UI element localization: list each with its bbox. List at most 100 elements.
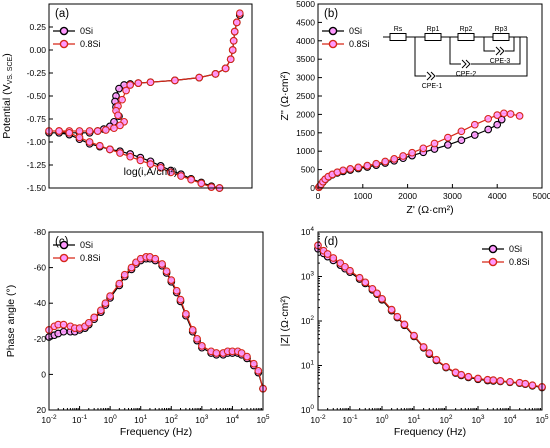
data-point-s8 — [506, 110, 515, 118]
panel-d: 100 101 102 103 104 10-2 10-1 100 101 102 103 104 10… — [279, 226, 549, 438]
resistor-Rp3 — [492, 33, 510, 41]
data-point-s8 — [187, 175, 195, 184]
y-axis-label: Potential (VVS. SCE) — [1, 53, 14, 138]
data-point-s8 — [101, 126, 110, 134]
cpe-symbol-2 — [461, 59, 471, 69]
data-point-s8 — [515, 112, 524, 120]
data-point-s8 — [166, 168, 175, 177]
panel-a: -1.50 -1.25 -1.00 -0.75 -0.50 -0.25 0.00 0.25 (a… — [1, 3, 253, 193]
data-point-s8 — [176, 295, 185, 304]
data-point-s8 — [393, 312, 402, 321]
y-tick-label: 2000 — [296, 109, 315, 119]
data-point-s8 — [400, 320, 409, 329]
y-tick-label: 103 — [301, 271, 314, 282]
resistor-Rs — [389, 33, 407, 41]
data-point-s8 — [116, 149, 124, 157]
data-point-s0 — [115, 84, 123, 93]
data-point-s8 — [114, 111, 122, 120]
data-point-s8 — [341, 262, 349, 271]
data-point-s8 — [354, 163, 363, 172]
legend-label-s8: 0.8Si — [80, 39, 101, 49]
x-tick-label: 10-1 — [342, 414, 358, 425]
data-point-s8 — [106, 292, 114, 300]
data-point-s8 — [146, 78, 155, 87]
data-point-s8 — [419, 144, 428, 153]
data-point-s8 — [372, 159, 381, 168]
plot-frame — [48, 231, 264, 411]
y-tick-label: 2500 — [296, 91, 315, 101]
legend-marker-s8 — [328, 39, 338, 49]
data-point-s8 — [146, 160, 155, 168]
data-point-s8 — [134, 79, 143, 87]
legend-marker-s0 — [59, 240, 69, 250]
y-tick-label: 104 — [301, 226, 314, 237]
data-point-s8 — [228, 46, 237, 54]
data-point-s8 — [162, 267, 171, 276]
x-tick-label: 10-1 — [72, 414, 88, 425]
data-point-s8 — [151, 254, 160, 263]
data-point-s8 — [229, 36, 238, 45]
legend-label-s8: 0.8Si — [80, 253, 101, 263]
data-point-s0 — [457, 136, 466, 145]
data-point-s8 — [235, 9, 244, 18]
data-point-s8 — [198, 342, 206, 350]
data-point-s8 — [106, 145, 114, 154]
x-tick-label: 100 — [104, 414, 117, 425]
legend-label-s8: 0.8Si — [509, 257, 530, 267]
x-tick-label: 103 — [471, 414, 484, 425]
data-point-s8 — [355, 273, 364, 282]
y-tick-label: 5000 — [296, 0, 315, 9]
x-tick-label: 5000 — [533, 191, 550, 201]
data-point-s8 — [188, 326, 197, 334]
circuit-wire — [505, 37, 515, 52]
data-point-s8 — [432, 355, 441, 364]
series-line-s8 — [49, 13, 241, 189]
x-tick-label: 105 — [256, 414, 269, 425]
data-point-s0 — [493, 120, 502, 129]
x-axis-label: Frequency (Hz) — [120, 426, 192, 438]
data-point-s8 — [158, 260, 166, 268]
legend-label-s8: 0.8Si — [349, 39, 370, 49]
data-point-s8 — [408, 148, 416, 157]
data-point-s8 — [528, 381, 537, 390]
x-tick-label: 105 — [535, 414, 548, 425]
data-point-s8 — [346, 266, 354, 275]
data-point-s8 — [126, 152, 135, 161]
data-point-s8 — [329, 254, 338, 262]
data-point-s8 — [65, 128, 74, 137]
data-point-s8 — [390, 155, 399, 163]
equivalent-circuit: Rs Rp1 Rp2 Rp3 CPE-1 CPE-2 CPE-3 — [383, 26, 528, 90]
legend-label-s0: 0Si — [349, 26, 362, 36]
y-tick-label: 1500 — [296, 128, 315, 138]
data-point-s0 — [444, 141, 452, 149]
data-point-s8 — [95, 141, 104, 150]
data-point-s8 — [419, 343, 428, 351]
data-point-s8 — [339, 166, 347, 175]
legend-marker-s0 — [59, 26, 69, 36]
legend-marker-s8 — [488, 257, 498, 267]
data-point-s8 — [195, 73, 204, 82]
panel-label: (d) — [324, 236, 338, 248]
y-axis-label: |Z| (Ω·cm²) — [279, 296, 291, 347]
x-tick-label: 101 — [407, 414, 420, 425]
data-point-s8 — [521, 379, 530, 388]
data-point-s8 — [444, 133, 452, 142]
data-point-s8 — [378, 294, 386, 303]
circuit-label-Rs: Rs — [394, 26, 403, 33]
circuit-label-CPE-3: CPE-3 — [490, 58, 511, 65]
data-point-s8 — [55, 127, 63, 135]
data-point-s8 — [75, 127, 84, 135]
data-point-s8 — [500, 109, 508, 118]
y-tick-label: -20 — [34, 334, 47, 344]
data-point-s8 — [171, 76, 179, 85]
data-point-s8 — [373, 289, 381, 298]
x-axis-label: Z' (Ω·cm²) — [406, 204, 453, 216]
y-tick-label: 3000 — [296, 73, 315, 83]
data-point-s8 — [84, 318, 93, 327]
y-tick-label: 4500 — [296, 17, 315, 27]
data-point-s8 — [211, 70, 220, 78]
legend-label-s0: 0Si — [509, 244, 522, 254]
x-tick-label: 10-2 — [41, 414, 57, 425]
